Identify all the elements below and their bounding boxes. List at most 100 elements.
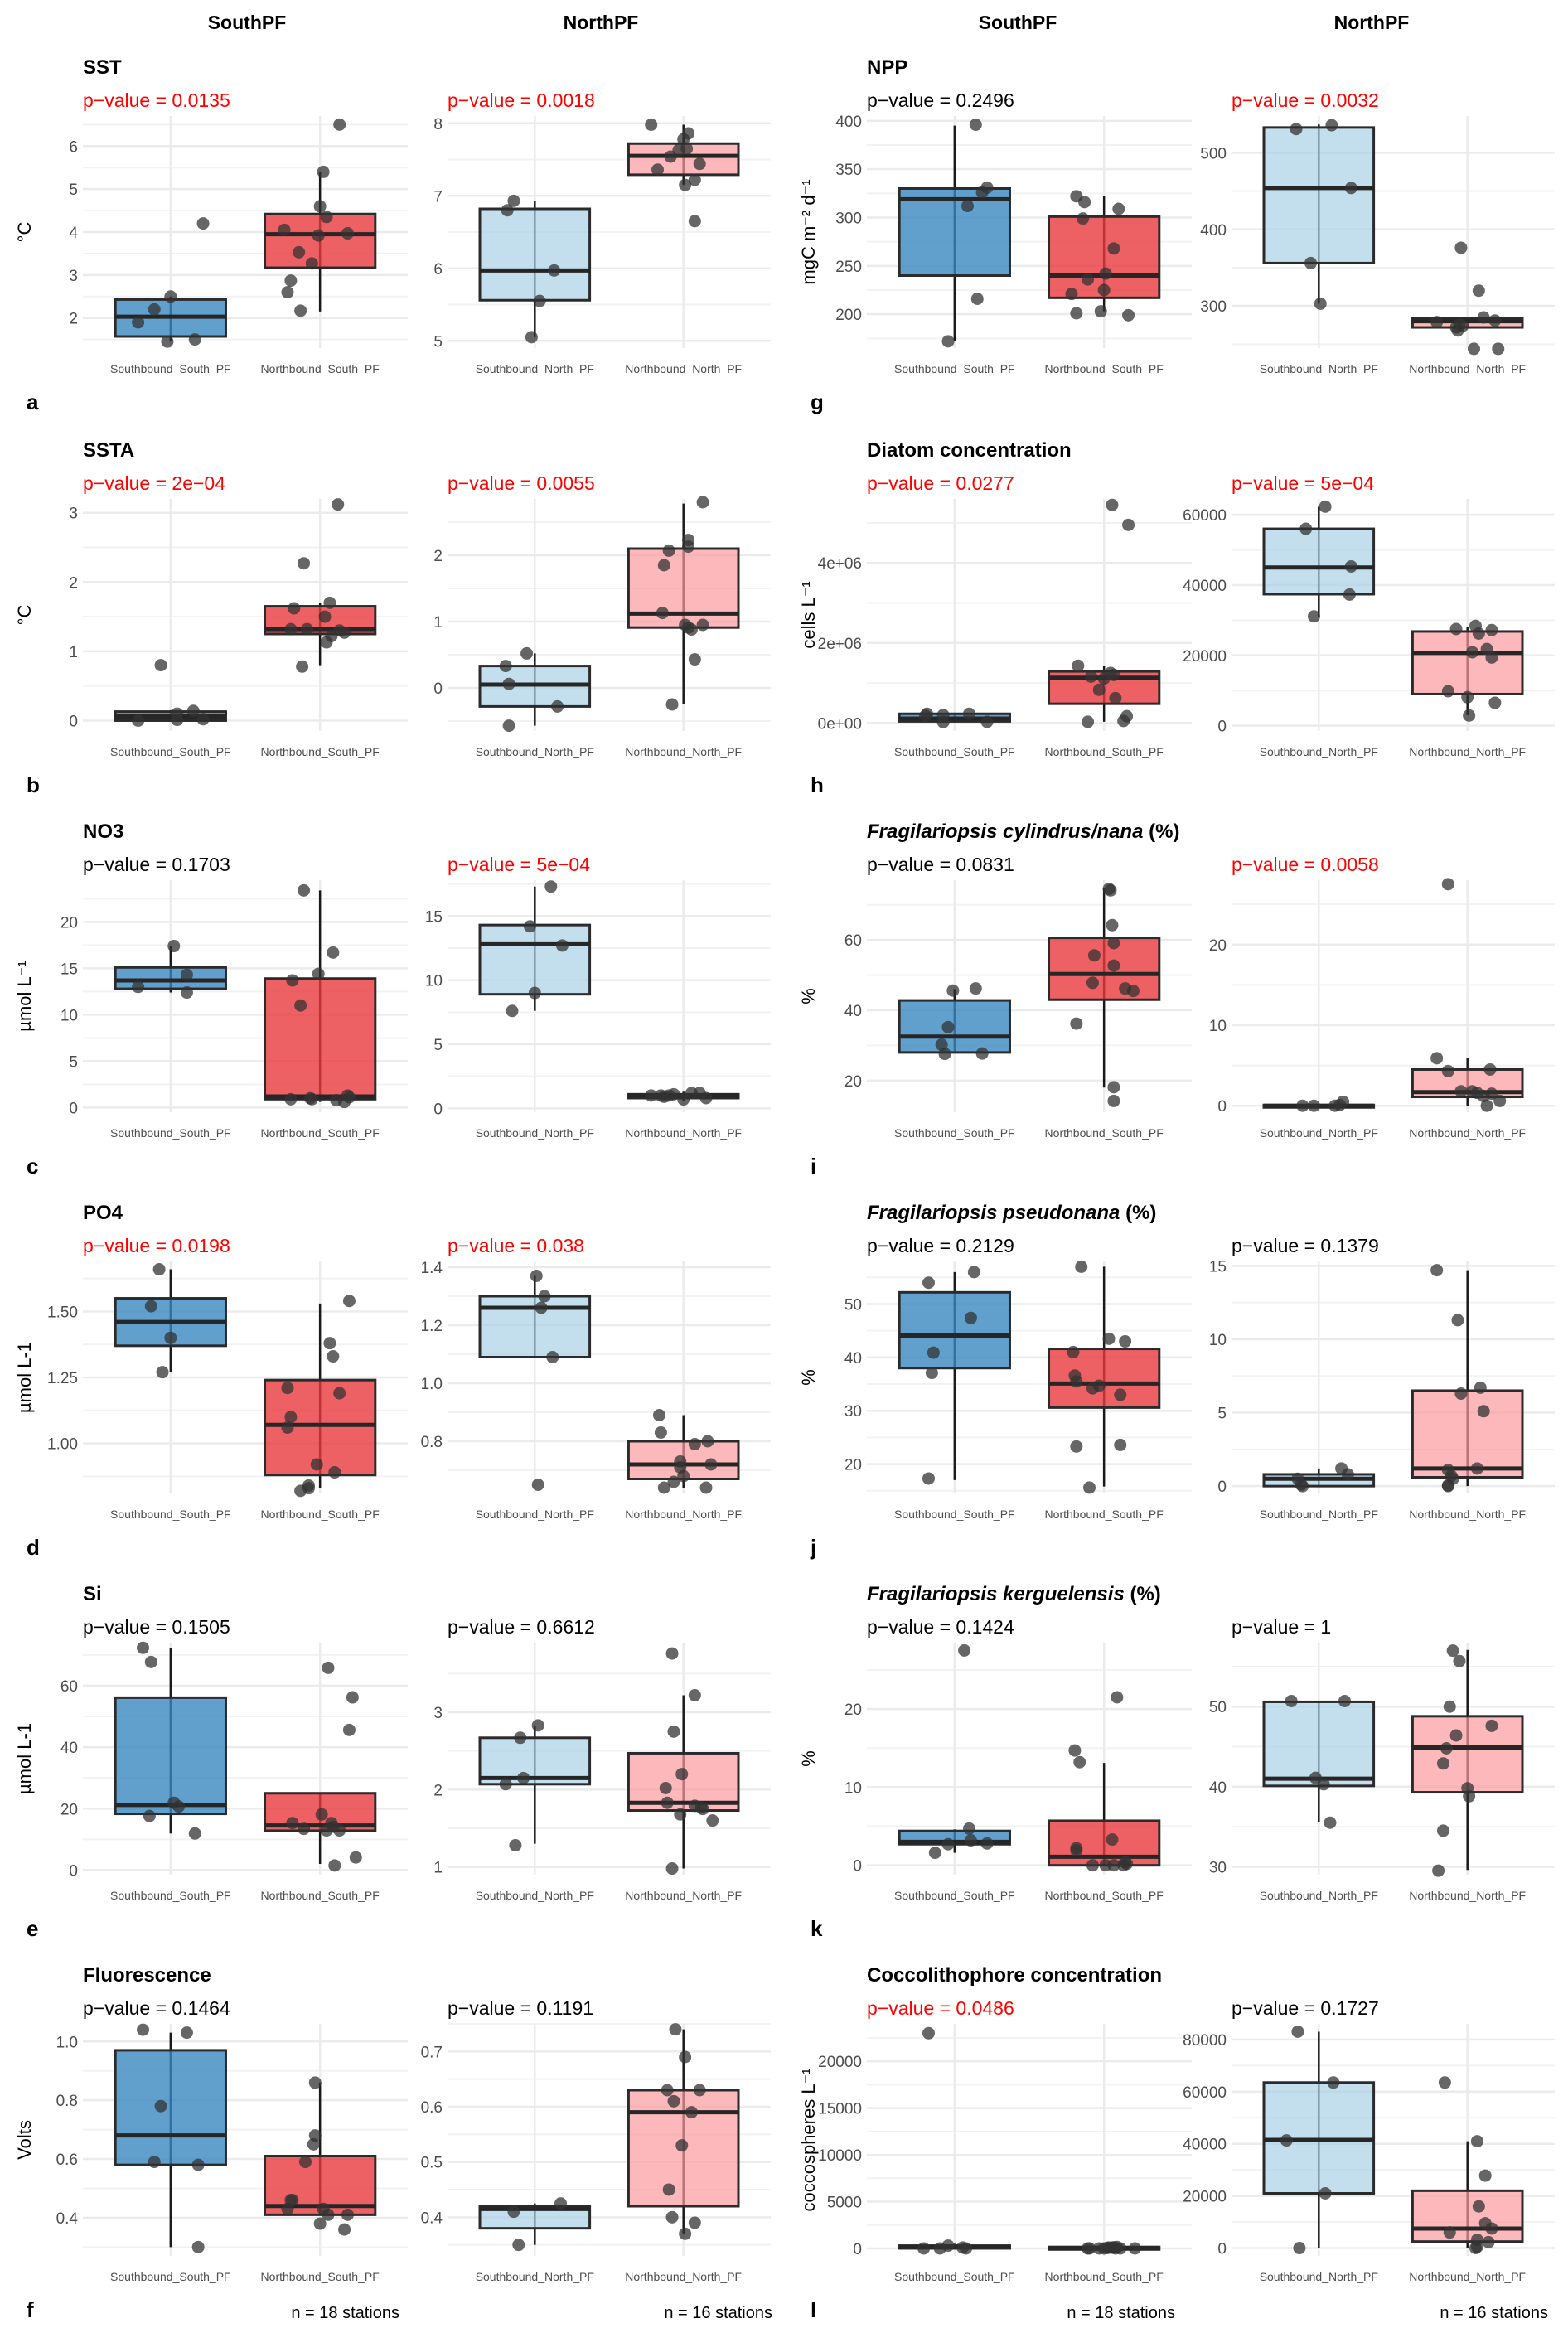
y-tick-label: 7 [433, 188, 443, 206]
data-point [696, 496, 709, 509]
y-tick-label: 0 [433, 1101, 443, 1118]
data-point [699, 1091, 713, 1105]
y-tick-label: 0.4 [56, 2210, 79, 2228]
x-category-label: Southbound_North_PF [476, 2270, 594, 2283]
x-category-label: Southbound_North_PF [1260, 745, 1378, 758]
data-point [677, 1469, 690, 1483]
data-point [1065, 288, 1078, 301]
y-tick-label: 500 [1200, 145, 1227, 162]
iqr-box [1411, 630, 1524, 695]
data-point [1477, 311, 1490, 324]
data-point [1107, 959, 1120, 972]
data-point [502, 719, 515, 733]
data-point [941, 2239, 955, 2253]
iqr-box [114, 1696, 227, 1816]
data-point [507, 2205, 520, 2219]
data-point [148, 2156, 161, 2169]
x-category-label: Southbound_North_PF [476, 745, 594, 758]
box-southbound_south_pf [114, 2023, 227, 2253]
data-point [298, 883, 311, 897]
boxplot-e-southpf: 0 20 40 60 Southbound_South_PF Northbound_Sou… [60, 1641, 408, 1902]
y-tick-label: 0.8 [56, 2093, 78, 2110]
data-point [1126, 985, 1140, 998]
data-point [1114, 1388, 1127, 1401]
y-tick-label: 3 [433, 1705, 443, 1722]
x-category-label: Northbound_North_PF [1409, 745, 1526, 758]
data-point [958, 1643, 971, 1657]
boxplot-h-southpf: 0e+00 2e+06 4e+06 Southbound_South_PF Northb… [818, 498, 1192, 758]
y-tick-label: 80000 [1183, 2032, 1227, 2050]
data-point [1128, 2242, 1141, 2255]
boxplot-b-northpf: 0 1 2 Southbound_North_PF Northbound_North_P… [433, 496, 771, 758]
y-axis-label: µmol L⁻¹ [14, 961, 35, 1032]
data-point [1086, 1859, 1099, 1872]
data-point [1463, 1789, 1476, 1803]
y-tick-label: 0 [69, 713, 78, 730]
panel-letter: b [27, 772, 40, 797]
y-tick-label: 6 [433, 261, 443, 278]
x-category-label: Northbound_South_PF [1045, 745, 1164, 758]
x-category-label: Northbound_North_PF [625, 1126, 742, 1140]
panel-title: Fragilariopsis cylindrus/nana (%) [867, 820, 1179, 844]
iqr-box [627, 547, 740, 629]
y-tick-label: 1.0 [421, 1376, 443, 1393]
y-tick-label: 400 [835, 114, 862, 131]
data-point [342, 1091, 356, 1104]
data-point [1451, 1314, 1464, 1327]
panel-title: Diatom concentration [867, 439, 1072, 462]
data-point [1083, 1481, 1096, 1494]
data-point [152, 1263, 166, 1276]
data-point [654, 1426, 667, 1439]
iqr-box [114, 2049, 227, 2166]
data-point [320, 211, 333, 224]
data-point [554, 2197, 567, 2210]
box-northbound_north_pf [1411, 2076, 1524, 2255]
data-point [1485, 2222, 1498, 2235]
y-tick-label: 60 [60, 1678, 78, 1696]
x-category-label: Northbound_South_PF [261, 1126, 380, 1140]
y-tick-label: 0 [853, 1858, 862, 1876]
y-tick-label: 0 [433, 680, 443, 698]
data-point [172, 1800, 186, 1813]
y-tick-label: 30 [1209, 1859, 1227, 1876]
data-point [1319, 500, 1332, 513]
data-point [555, 939, 569, 952]
data-point [1307, 1099, 1320, 1112]
data-point [144, 1655, 157, 1668]
y-tick-label: 0 [69, 1862, 78, 1880]
y-tick-label: 2 [433, 548, 443, 565]
panel-letter: e [27, 1916, 39, 1941]
y-tick-label: 5 [433, 1037, 443, 1054]
y-tick-label: 3 [69, 506, 78, 523]
data-point [1440, 1741, 1453, 1755]
data-point [688, 1438, 701, 1450]
y-axis-label: µmol L-1 [14, 1722, 35, 1795]
boxplot-l-southpf: 0 5000 10000 15000 20000 Southbound_South_PF N… [818, 2024, 1192, 2283]
box-northbound_south_pf [1048, 190, 1161, 322]
data-point [1454, 1387, 1468, 1400]
y-tick-label: 20000 [818, 2054, 862, 2071]
data-point [342, 1723, 356, 1736]
data-point [284, 622, 298, 636]
data-point [1466, 646, 1479, 659]
data-point [688, 173, 701, 186]
data-point [1443, 1700, 1456, 1713]
data-point [696, 1803, 709, 1816]
y-tick-label: 1.0 [56, 2034, 78, 2051]
data-point [1107, 937, 1120, 950]
data-point [286, 1817, 299, 1830]
data-point [964, 1311, 977, 1324]
data-point [1319, 2186, 1332, 2200]
y-tick-label: 4 [69, 225, 78, 242]
y-tick-label: 15 [60, 961, 78, 978]
data-point [328, 1859, 341, 1872]
data-point [1446, 1644, 1459, 1658]
y-tick-label: 20 [844, 1457, 862, 1474]
data-point [659, 1781, 672, 1794]
y-axis-label: °C [14, 221, 35, 243]
data-point [286, 974, 299, 987]
data-point [535, 1301, 548, 1314]
box-northbound_north_pf [1411, 241, 1524, 356]
iqr-box [478, 207, 592, 302]
box-southbound_north_pf [1262, 500, 1376, 623]
